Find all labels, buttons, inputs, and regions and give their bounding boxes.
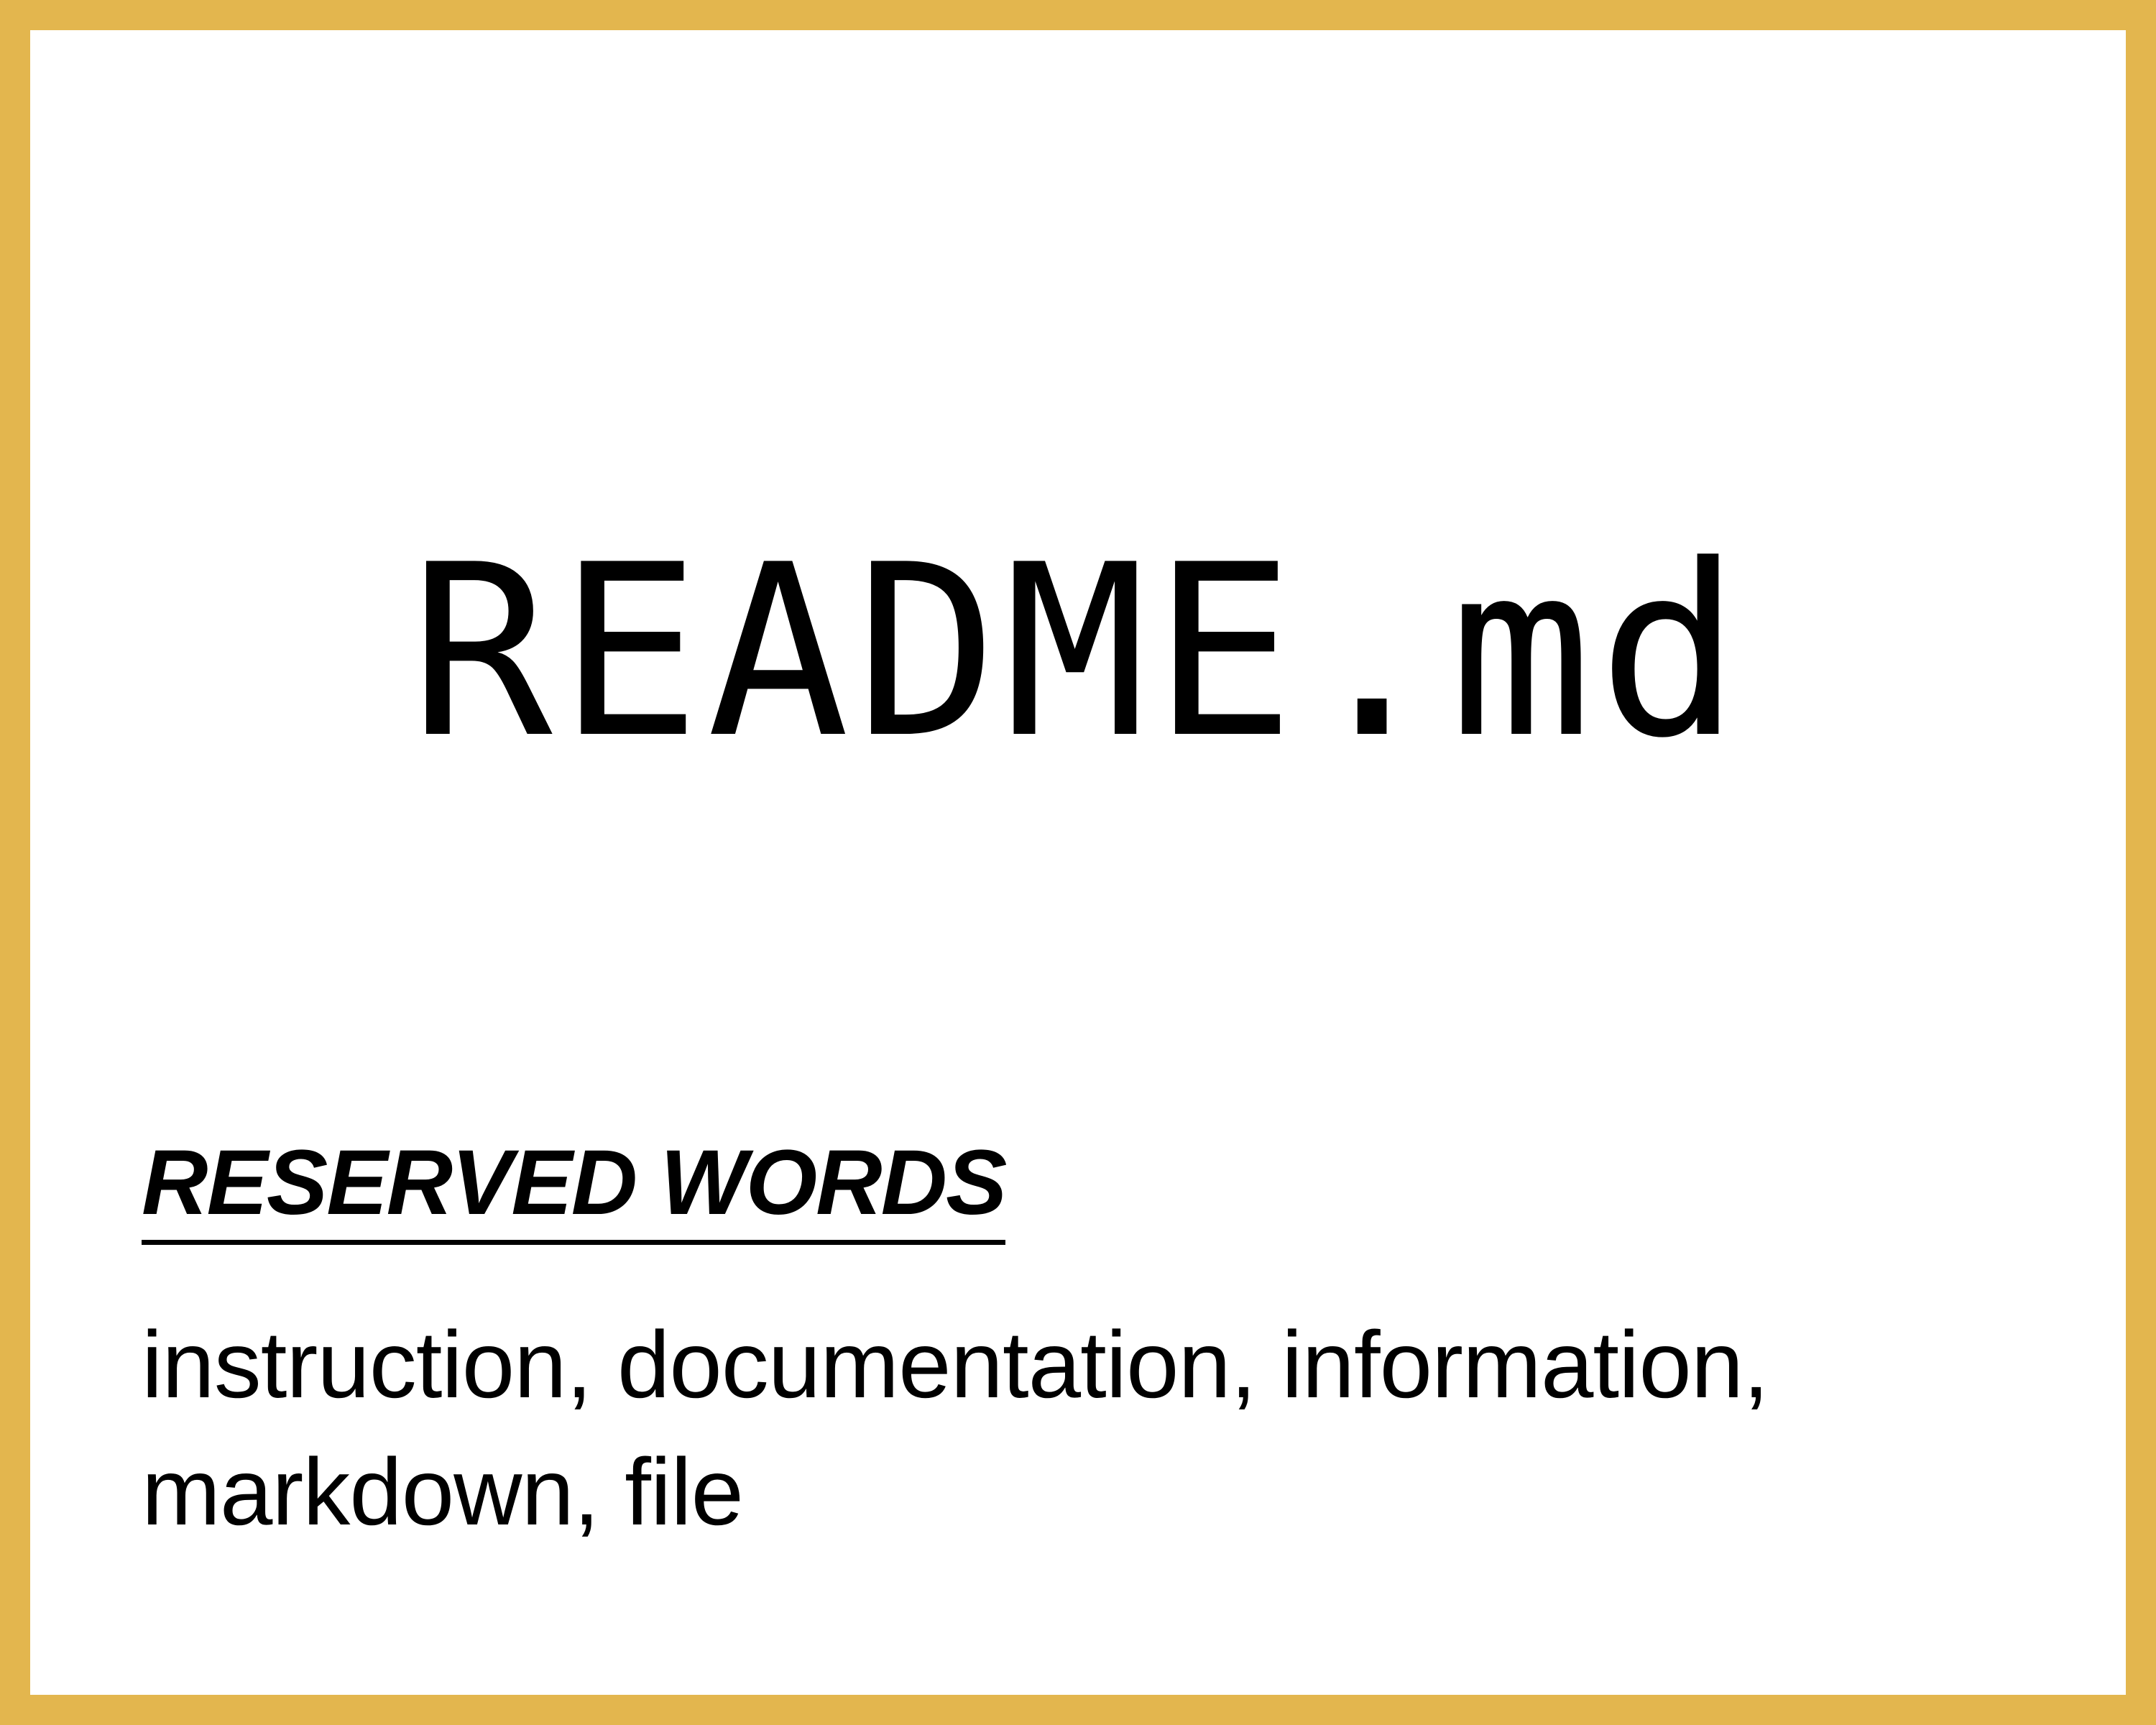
reserved-words-section: RESERVED WORDS instruction, documentatio… bbox=[142, 1130, 2082, 1555]
reserved-words-list: instruction, documentation, information,… bbox=[142, 1301, 2082, 1555]
reserved-words-line-1: instruction, documentation, information, bbox=[142, 1312, 1769, 1418]
page-title: README.md bbox=[409, 514, 1747, 790]
reserved-words-line-2: markdown, file bbox=[142, 1439, 744, 1545]
reserved-words-heading: RESERVED WORDS bbox=[142, 1130, 1007, 1246]
